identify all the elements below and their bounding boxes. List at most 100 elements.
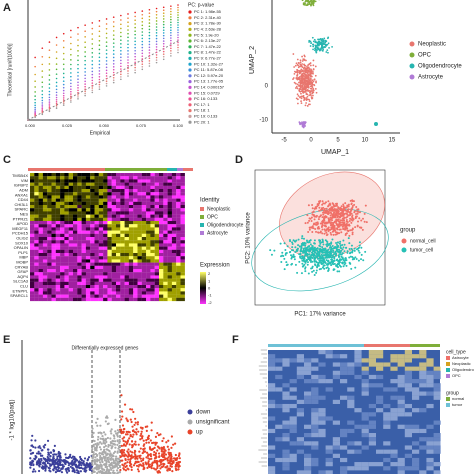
umap-point [296, 73, 299, 76]
volcano-point [96, 417, 99, 420]
heatmap-cell [111, 269, 117, 273]
heatmap-cell [34, 291, 39, 295]
heatmap-cell [77, 195, 82, 199]
heatmap-cell [55, 262, 61, 266]
volcano-point [137, 470, 140, 473]
heatmap-cell [73, 173, 78, 177]
volcano-point [53, 465, 56, 468]
heatmap-cell [146, 211, 151, 215]
volcano-point [69, 453, 72, 456]
heatmap-cell [141, 198, 147, 202]
heatmap-cell [180, 179, 185, 183]
heatmap-cell [171, 285, 177, 289]
heatmap-cell [141, 249, 147, 254]
pca-point [330, 260, 333, 263]
qq-point [55, 51, 58, 53]
umap-point [306, 69, 309, 72]
volcano-point [110, 447, 113, 450]
volcano-point [116, 443, 119, 447]
qq-point [34, 91, 36, 93]
qq-point [155, 40, 158, 43]
pca-point [338, 222, 341, 225]
umap-point [304, 88, 307, 91]
heatmap-cell [167, 253, 172, 257]
pca-point [304, 248, 307, 251]
volcano-point [136, 423, 139, 426]
heatmap-cell [133, 294, 138, 298]
heatmap-cell [55, 233, 61, 238]
heatmap-cell [98, 179, 104, 183]
pca-point [325, 207, 328, 210]
volcano-point [75, 464, 78, 467]
heatmap-cell [85, 240, 91, 244]
pca-point [342, 265, 345, 268]
volcano-point [175, 457, 178, 460]
heatmap-cell [390, 408, 398, 413]
heatmap-cell [55, 265, 61, 270]
heatmap-cell [141, 253, 147, 257]
heatmap-cell [347, 395, 355, 400]
heatmap-cell [433, 395, 441, 400]
volcano-point [112, 469, 115, 472]
qq-point [84, 80, 86, 83]
umap-point [309, 75, 312, 78]
volcano-point [80, 466, 83, 469]
pca-point [350, 247, 353, 250]
heatmap-cell [150, 285, 155, 289]
umap-point [296, 69, 299, 72]
heatmap-cell [163, 221, 168, 225]
heatmap-cell [81, 246, 86, 250]
umap-point [309, 45, 312, 47]
qq-point [105, 60, 108, 62]
heatmap-cell [296, 370, 304, 375]
qq-point [170, 21, 172, 24]
pca-point [307, 204, 310, 207]
heatmap-cell [81, 265, 86, 270]
qq-point [170, 26, 172, 29]
qq-point [55, 98, 58, 101]
heatmap-cell [107, 230, 112, 234]
pca-point [341, 261, 344, 264]
volcano-point [136, 468, 140, 471]
volcano-point [154, 453, 157, 456]
heatmap-cell [154, 240, 160, 244]
volcano-point [92, 439, 95, 442]
qq-point [91, 67, 94, 69]
heatmap-cell [68, 249, 74, 254]
qq-point [148, 65, 151, 67]
heatmap-cell [90, 265, 95, 270]
heatmap-cell [60, 294, 65, 298]
heatmap-cell [107, 208, 112, 212]
heatmap-cell [390, 379, 398, 384]
heatmap-cell [77, 281, 82, 286]
heatmap-cell [124, 201, 129, 206]
heatmap-cell [167, 179, 172, 183]
heatmap-cell [275, 366, 283, 371]
qq-point [112, 38, 115, 40]
umap-point [312, 94, 314, 97]
heatmap-cell [68, 269, 74, 273]
volcano-point [78, 461, 82, 465]
qq-point [134, 40, 136, 43]
pca-point [361, 217, 364, 220]
qq-point [134, 33, 136, 36]
umap-point [321, 49, 324, 52]
volcano-point [102, 437, 105, 440]
heatmap-cell [137, 237, 142, 241]
heatmap-cell [116, 240, 121, 244]
heatmap-cell [55, 281, 61, 286]
heatmap-cell [85, 182, 91, 186]
heatmap-cell [34, 294, 39, 298]
umap-point [311, 92, 314, 95]
qq-point [48, 79, 51, 81]
heatmap-cell [120, 281, 125, 286]
heatmap-cell [137, 179, 142, 183]
heatmap-cell [81, 259, 86, 263]
heatmap-cell [94, 288, 99, 292]
pca-point [281, 251, 284, 254]
heatmap-cell [180, 240, 185, 244]
qq-point [62, 99, 65, 101]
heatmap-cell [38, 221, 43, 225]
heatmap-cell [47, 253, 52, 257]
heatmap-cell [176, 272, 181, 276]
